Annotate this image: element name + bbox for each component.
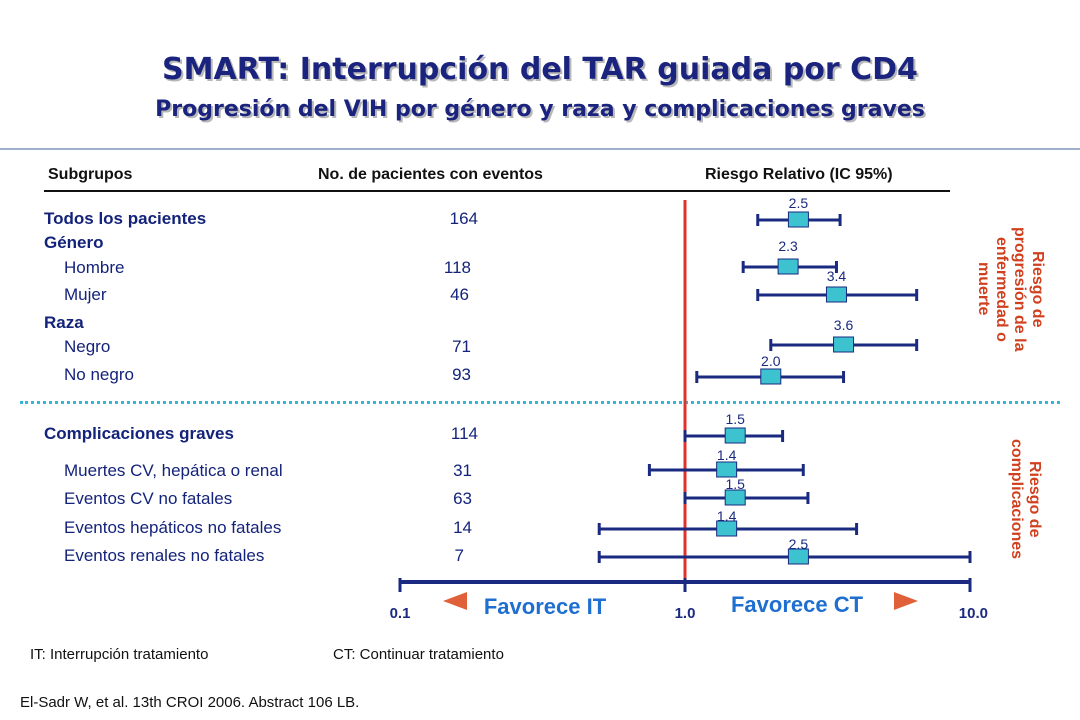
side-label-progression: Riesgo de progresión de la enfermedad o …: [975, 226, 1046, 352]
estimate-marker: [724, 427, 746, 444]
citation: El-Sadr W, et al. 13th CROI 2006. Abstra…: [20, 694, 360, 711]
estimate-label: 1.4: [717, 508, 737, 524]
row-count-hepatic-events: 14: [453, 518, 472, 537]
section-divider: [20, 401, 1060, 404]
row-count-cv-deaths: 31: [453, 461, 472, 480]
x-tick-label: 10.0: [959, 605, 988, 622]
row-label-gender: Género: [44, 233, 104, 252]
side-label-complications: Riesgo de complicaciones: [1008, 438, 1043, 560]
right-arrow-icon: [894, 592, 918, 610]
estimate-label: 2.0: [761, 353, 781, 369]
estimate-marker: [825, 286, 847, 303]
header-relative-risk: Riesgo Relativo (IC 95%): [705, 166, 893, 183]
row-label-cv-events: Eventos CV no fatales: [64, 489, 233, 508]
row-label-cv-deaths: Muertes CV, hepática o renal: [64, 461, 283, 480]
estimate-marker: [833, 336, 855, 353]
slide-subtitle: Progresión del VIH por género y raza y c…: [155, 97, 925, 122]
estimate-marker: [760, 368, 782, 385]
row-count-male: 118: [443, 258, 471, 277]
estimate-label: 3.6: [834, 317, 854, 333]
row-label-black: Negro: [64, 337, 111, 356]
header-rule: [44, 190, 950, 192]
row-count-black: 71: [452, 337, 471, 356]
row-label-hepatic-events: Eventos hepáticos no fatales: [64, 518, 282, 537]
estimate-label: 2.3: [778, 238, 798, 254]
estimate-label: 3.4: [827, 268, 847, 284]
row-label-male: Hombre: [64, 258, 125, 277]
row-count-all: 164: [449, 209, 478, 228]
row-label-nonblack: No negro: [64, 365, 134, 384]
footnote-ct: CT: Continuar tratamiento: [333, 646, 504, 663]
estimate-marker: [787, 548, 809, 565]
row-count-cv-events: 63: [453, 489, 472, 508]
row-count-renal-events: 7: [454, 546, 464, 565]
row-label-female: Mujer: [64, 285, 107, 304]
estimate-label: 1.4: [717, 447, 737, 463]
estimate-label: 1.5: [725, 411, 745, 427]
x-tick-label: 0.1: [390, 605, 411, 622]
slide-title: SMART: Interrupción del TAR guiada por C…: [162, 52, 918, 87]
row-label-all: Todos los pacientes: [44, 209, 207, 228]
title-rule: [0, 148, 1080, 150]
x-tick-label: 1.0: [675, 605, 696, 622]
row-label-complications: Complicaciones graves: [44, 424, 234, 443]
estimate-marker: [716, 520, 738, 537]
row-count-female: 46: [450, 285, 469, 304]
favors-left-label: Favorece IT: [484, 594, 607, 619]
estimate-label: 2.5: [789, 536, 809, 552]
footnote-it: IT: Interrupción tratamiento: [30, 646, 209, 663]
favors-right-label: Favorece CT: [731, 592, 864, 617]
row-count-nonblack: 93: [452, 365, 471, 384]
row-count-complications: 114: [450, 424, 478, 443]
estimate-label: 1.5: [725, 476, 745, 492]
estimate-marker: [716, 461, 738, 478]
header-subgroups: Subgrupos: [48, 166, 133, 183]
row-label-renal-events: Eventos renales no fatales: [64, 546, 265, 565]
estimate-label: 2.5: [789, 195, 809, 211]
estimate-marker: [787, 211, 809, 228]
header-events: No. de pacientes con eventos: [318, 166, 543, 183]
estimate-marker: [724, 489, 746, 506]
left-arrow-icon: [443, 592, 467, 610]
estimate-marker: [777, 258, 799, 275]
row-label-race: Raza: [44, 313, 84, 332]
